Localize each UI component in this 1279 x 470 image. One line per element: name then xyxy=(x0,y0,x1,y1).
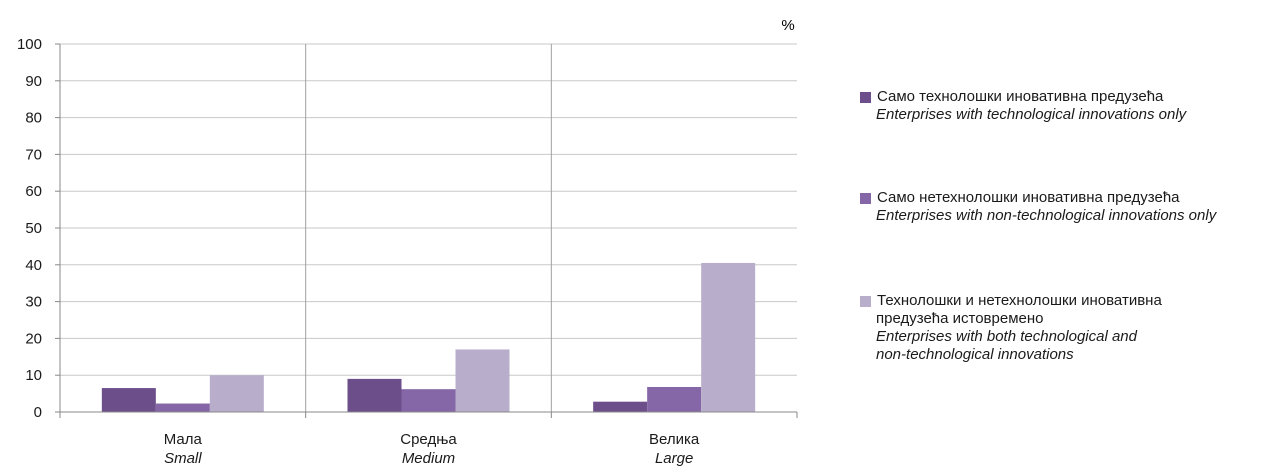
x-category-label-en: Small xyxy=(164,450,202,467)
y-tick-label: 10 xyxy=(25,367,42,384)
y-tick-label: 0 xyxy=(34,404,42,421)
bar xyxy=(455,349,510,412)
legend-swatch xyxy=(860,295,871,307)
y-tick-label: 60 xyxy=(25,183,42,200)
y-tick-label: 100 xyxy=(17,36,42,53)
bar xyxy=(101,388,156,412)
gridlines xyxy=(55,43,797,413)
legend-label-sr: Само нетехнолошки иновативна предузећа xyxy=(877,189,1180,206)
legend-entry-nontech-only: Само нетехнолошки иновативна предузећа E… xyxy=(860,189,1216,225)
y-tick-label: 20 xyxy=(25,330,42,347)
y-tick-label: 80 xyxy=(25,110,42,127)
legend-label-en: Enterprises with non-technological innov… xyxy=(876,207,1217,224)
legend-swatch xyxy=(860,192,871,204)
x-category-label-sr: Средња xyxy=(400,431,457,448)
y-tick-label: 50 xyxy=(25,220,42,237)
bar xyxy=(209,375,264,412)
legend: Само технолошки иновативна предузећа Ent… xyxy=(860,88,1186,124)
y-tick-label: 90 xyxy=(25,73,42,90)
legend-2: Само нетехнолошки иновативна предузећа E… xyxy=(860,189,1216,225)
x-category-label-en: Medium xyxy=(402,450,455,467)
y-tick-label: 30 xyxy=(25,294,42,311)
y-tick-label: 70 xyxy=(25,146,42,163)
bar xyxy=(701,262,756,412)
bar-chart: 0 10 20 30 40 50 60 70 80 90 100 Мала Small Средња Me… xyxy=(17,17,798,467)
legend-label-sr: Само технолошки иновативна предузећа xyxy=(877,88,1164,105)
legend-label-en: Enterprises with technological innovatio… xyxy=(876,106,1187,123)
x-category-label-sr: Мала xyxy=(164,431,203,448)
bar xyxy=(647,386,702,412)
x-category-label-en: Large xyxy=(655,450,693,467)
legend-label-en-line2: non-technological innovations xyxy=(876,346,1074,363)
bar xyxy=(347,378,402,412)
x-category-labels: Мала Small Средња Medium Велика Large xyxy=(164,431,700,467)
legend-entry-tech-only: Само технолошки иновативна предузећа Ent… xyxy=(860,88,1186,124)
legend-entry-both: Технолошки и нетехнолошки иновативна пре… xyxy=(860,292,1162,364)
bar xyxy=(155,403,210,412)
y-tick-label: 40 xyxy=(25,257,42,274)
axes xyxy=(59,44,798,418)
bars xyxy=(101,262,756,412)
bar xyxy=(593,401,648,412)
x-category-label-sr: Велика xyxy=(649,431,700,448)
legend-label-sr-line1: Технолошки и нетехнолошки иновативна xyxy=(877,292,1162,309)
unit-label: % xyxy=(781,17,794,34)
bar xyxy=(401,389,456,412)
legend-3: Технолошки и нетехнолошки иновативна пре… xyxy=(860,292,1162,364)
legend-label-en-line1: Enterprises with both technological and xyxy=(876,328,1137,345)
legend-swatch xyxy=(860,91,871,103)
y-tick-labels: 0 10 20 30 40 50 60 70 80 90 100 xyxy=(17,36,42,421)
legend-label-sr-line2: предузећа истовремено xyxy=(876,310,1044,327)
